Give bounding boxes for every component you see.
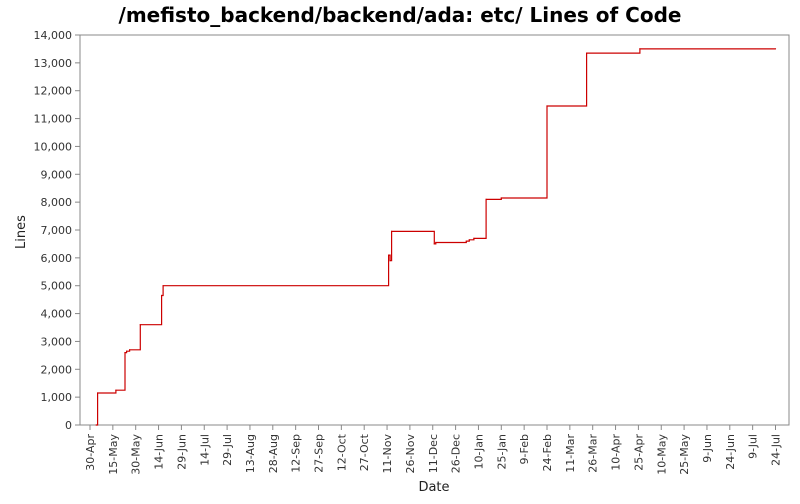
y-axis-label: Lines [14, 215, 29, 249]
data-point [162, 285, 164, 287]
x-tick-label: 25-Jan [495, 434, 508, 470]
x-tick-label: 9-Jul [747, 434, 760, 459]
data-point [546, 105, 548, 107]
y-tick-label: 3,000 [41, 335, 73, 348]
chart-title: /mefisto_backend/backend/ada: etc/ Lines… [119, 3, 682, 27]
x-tick-label: 27-Sep [313, 434, 326, 473]
data-point [465, 240, 467, 242]
data-point [95, 424, 97, 426]
x-tick-label: 24-Feb [541, 434, 554, 471]
x-tick-label: 30-May [130, 434, 143, 475]
x-tick-label: 12-Sep [290, 434, 303, 473]
x-tick-label: 11-Dec [427, 434, 440, 473]
x-tick-label: 26-Nov [404, 434, 417, 474]
x-tick-label: 10-Jan [472, 434, 485, 470]
y-tick-label: 9,000 [41, 168, 73, 181]
x-tick-label: 30-Apr [84, 434, 97, 471]
data-point [500, 197, 502, 199]
data-point [473, 237, 475, 239]
x-tick-label: 12-Oct [335, 433, 348, 471]
y-tick-label: 6,000 [41, 252, 73, 265]
x-tick-label: 9-Feb [518, 434, 531, 464]
x-tick-label: 10-May [655, 434, 668, 475]
y-tick-label: 12,000 [34, 85, 73, 98]
data-point [161, 294, 163, 297]
data-point [129, 349, 131, 351]
y-tick-label: 1,000 [41, 391, 73, 404]
data-point [126, 350, 128, 352]
data-point [774, 48, 777, 50]
x-tick-label: 15-May [107, 434, 120, 475]
data-point [435, 241, 437, 244]
data-point [586, 52, 588, 54]
x-tick-label: 28-Aug [267, 434, 280, 473]
data-point [97, 392, 99, 394]
data-point [485, 198, 487, 200]
x-tick-label: 14-Jun [153, 434, 166, 470]
x-tick-label: 10-Apr [610, 434, 623, 471]
data-point [115, 389, 117, 391]
x-tick-label: 13-Aug [244, 434, 257, 473]
x-tick-label: 27-Oct [358, 433, 371, 471]
y-tick-label: 7,000 [41, 224, 73, 237]
data-point [391, 230, 393, 232]
y-tick-label: 13,000 [34, 57, 73, 70]
y-tick-label: 8,000 [41, 196, 73, 209]
y-tick-label: 10,000 [34, 140, 73, 153]
y-tick-label: 2,000 [41, 363, 73, 376]
plot-area [79, 34, 790, 426]
y-tick-label: 14,000 [34, 29, 73, 42]
data-point [468, 239, 470, 241]
x-tick-label: 25-Apr [632, 434, 645, 471]
data-point [639, 48, 641, 50]
x-tick-label: 9-Jun [701, 434, 714, 463]
data-point [124, 352, 126, 354]
x-tick-label: 11-Mar [564, 434, 577, 473]
series-layer [95, 48, 777, 426]
y-axis: 0 1,000 2,000 3,000 4,000 5,000 6,000 7,000 8,00… [34, 29, 80, 432]
x-tick-label: 11-Nov [381, 434, 394, 474]
data-point [139, 324, 141, 326]
x-tick-label: 29-Jul [221, 434, 234, 466]
y-tick-label: 11,000 [34, 113, 73, 126]
x-tick-label: 26-Dec [450, 434, 463, 473]
y-tick-label: 4,000 [41, 308, 73, 321]
x-axis: 30-Apr 15-May 30-May 14-Jun 29-Jun 14-Jul 29-J… [84, 425, 783, 475]
x-tick-label: 24-Jul [770, 434, 783, 466]
data-point [388, 254, 390, 256]
x-tick-label: 24-Jun [724, 434, 737, 470]
y-tick-label: 0 [65, 419, 72, 432]
data-point [389, 260, 391, 262]
y-tick-label: 5,000 [41, 280, 73, 293]
x-tick-label: 29-Jun [175, 434, 188, 470]
x-axis-label: Date [418, 480, 449, 495]
x-tick-label: 25-May [678, 434, 691, 475]
x-tick-label: 26-Mar [587, 434, 600, 473]
data-point [433, 243, 435, 245]
x-tick-label: 14-Jul [198, 434, 211, 466]
